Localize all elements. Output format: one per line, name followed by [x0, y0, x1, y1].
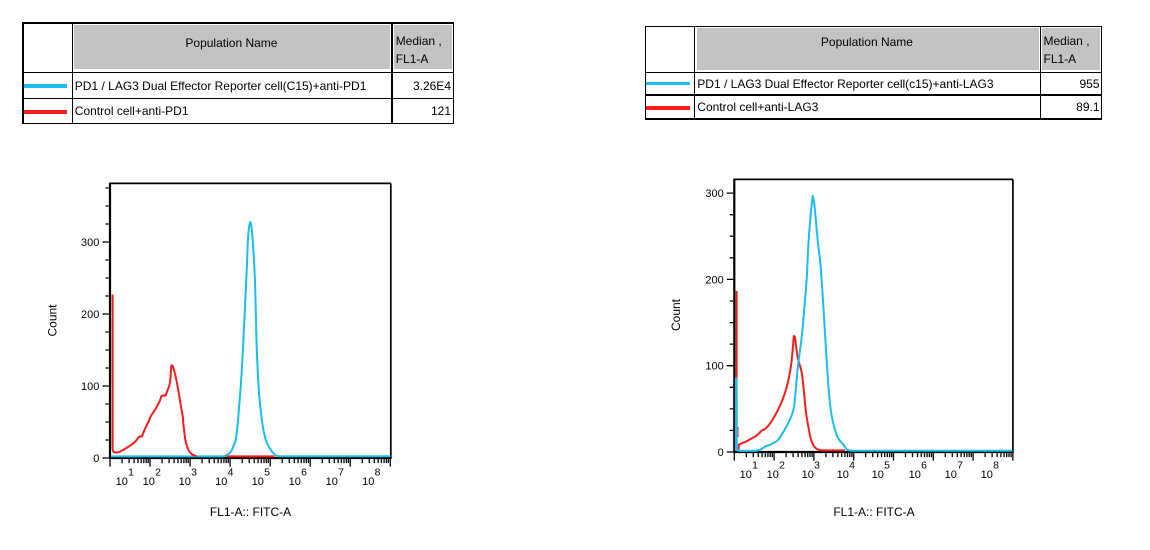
svg-text:FL1-A:: FITC-A: FL1-A:: FITC-A — [833, 505, 914, 519]
svg-text:10: 10 — [252, 476, 264, 488]
svg-text:200: 200 — [81, 309, 99, 321]
svg-text:10: 10 — [767, 469, 779, 481]
svg-text:10: 10 — [981, 469, 993, 481]
svg-text:10: 10 — [740, 469, 752, 481]
svg-text:4: 4 — [849, 459, 855, 471]
svg-text:1: 1 — [752, 459, 758, 471]
svg-text:10: 10 — [362, 476, 374, 488]
svg-text:200: 200 — [705, 274, 723, 286]
svg-text:10: 10 — [179, 476, 191, 488]
svg-text:10: 10 — [837, 469, 849, 481]
svg-text:5: 5 — [884, 459, 890, 471]
svg-text:300: 300 — [705, 188, 723, 200]
svg-text:2: 2 — [155, 466, 161, 478]
svg-text:4: 4 — [228, 466, 234, 478]
svg-text:10: 10 — [909, 469, 921, 481]
svg-text:10: 10 — [326, 476, 338, 488]
svg-text:8: 8 — [375, 466, 381, 478]
svg-text:10: 10 — [143, 476, 155, 488]
svg-text:7: 7 — [957, 459, 963, 471]
svg-text:100: 100 — [705, 361, 723, 373]
svg-text:5: 5 — [264, 466, 270, 478]
svg-text:10: 10 — [215, 476, 227, 488]
svg-text:300: 300 — [81, 237, 99, 249]
svg-text:FL1-A:: FITC-A: FL1-A:: FITC-A — [210, 505, 291, 519]
svg-text:0: 0 — [93, 453, 99, 465]
svg-text:10: 10 — [289, 476, 301, 488]
svg-text:1: 1 — [128, 466, 134, 478]
svg-text:0: 0 — [718, 447, 724, 459]
svg-text:10: 10 — [945, 469, 957, 481]
svg-text:10: 10 — [116, 476, 128, 488]
svg-text:Count: Count — [669, 298, 683, 331]
svg-text:8: 8 — [993, 459, 999, 471]
svg-text:6: 6 — [301, 466, 307, 478]
svg-text:10: 10 — [802, 469, 814, 481]
svg-text:6: 6 — [921, 459, 927, 471]
svg-text:3: 3 — [191, 466, 197, 478]
svg-text:2: 2 — [779, 459, 785, 471]
svg-text:3: 3 — [814, 459, 820, 471]
svg-text:Count: Count — [46, 304, 60, 337]
svg-text:10: 10 — [872, 469, 884, 481]
svg-text:100: 100 — [81, 381, 99, 393]
svg-text:7: 7 — [338, 466, 344, 478]
